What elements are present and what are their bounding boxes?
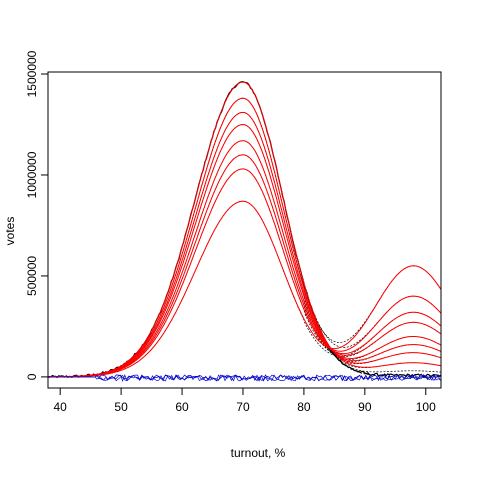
model-curve-red: [48, 140, 441, 378]
x-tick-label: 40: [54, 400, 68, 414]
y-tick-label: 0: [25, 373, 39, 380]
y-tick-label: 1000000: [25, 151, 39, 198]
model-curve-black: [48, 124, 441, 378]
axes: [47, 71, 442, 389]
series-lines: [48, 81, 441, 382]
model-curve-black: [48, 140, 441, 378]
model-curve-red: [48, 200, 441, 378]
x-tick-label: 60: [175, 400, 189, 414]
model-curve-black: [48, 168, 441, 378]
x-axis-ticks: 40 50 60 70 80 90 100: [54, 388, 436, 414]
model-curve-black: [48, 200, 441, 378]
model-curve-black: [48, 97, 441, 378]
y-axis-ticks: 0 500000 1000000 1500000: [25, 50, 48, 380]
model-curve-red: [48, 97, 441, 378]
model-curve-red: [48, 168, 441, 378]
model-curve-black: [48, 154, 441, 378]
x-tick-label: 80: [297, 400, 311, 414]
noise-curve-blue: [48, 373, 441, 382]
y-axis-title: votes: [3, 217, 17, 246]
model-curve-red: [48, 81, 441, 378]
x-tick-label: 50: [114, 400, 128, 414]
x-tick-label: 100: [416, 400, 436, 414]
x-axis-title: turnout, %: [231, 446, 286, 460]
model-curve-black: [48, 97, 441, 378]
y-tick-label: 500000: [25, 256, 39, 296]
model-curve-black: [48, 81, 441, 378]
observed-curve-black: [48, 81, 441, 379]
model-curve-black: [48, 81, 441, 378]
y-tick-label: 1500000: [25, 50, 39, 97]
x-tick-label: 90: [358, 400, 372, 414]
model-curve-red: [48, 154, 441, 378]
x-tick-label: 70: [236, 400, 250, 414]
plot-frame: [47, 71, 442, 389]
model-curve-red: [48, 123, 441, 378]
